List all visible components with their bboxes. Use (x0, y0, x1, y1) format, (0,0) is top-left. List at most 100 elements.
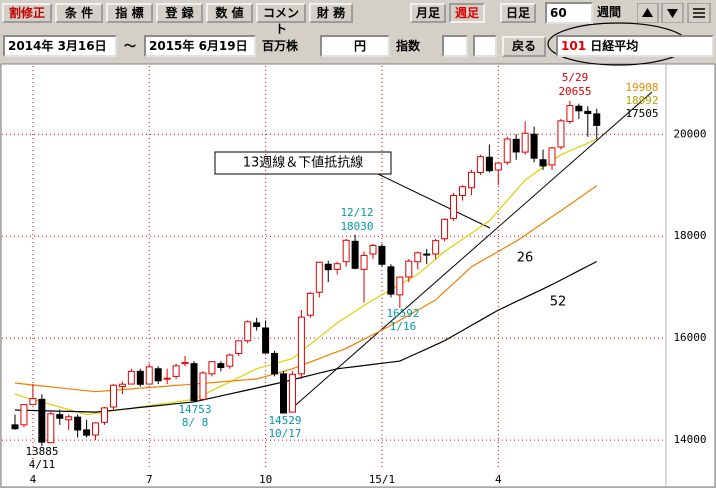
candle-body (271, 352, 279, 375)
y-tick-label: 14000 (673, 433, 706, 446)
candle-body (584, 110, 592, 115)
candle-body (127, 370, 135, 385)
y-tick-label: 16000 (673, 331, 706, 344)
candle-body (503, 138, 511, 163)
down-icon (667, 9, 678, 18)
candle-body (351, 240, 359, 269)
candle-body (315, 261, 323, 293)
annotation: 20655 (558, 85, 591, 98)
candle-body (396, 276, 404, 296)
button[interactable]: 割修正 (2, 3, 52, 23)
candle-body (118, 383, 126, 388)
symbol-name: 日経平均 (590, 39, 639, 53)
y-tick-label: 20000 (673, 127, 706, 140)
x-tick-label: 4 (30, 473, 37, 486)
candle-body (244, 321, 252, 342)
candle-body (172, 365, 180, 377)
candle-body (226, 354, 234, 367)
candle-body (369, 244, 377, 255)
end-date[interactable]: 2015年 6月19日 (144, 35, 256, 57)
candle-body (288, 373, 296, 413)
button[interactable]: 日足 (500, 3, 536, 23)
annotation: 19908 (625, 81, 658, 94)
annotation: 16592 (386, 307, 419, 320)
button[interactable]: 数 値 (206, 3, 253, 23)
candle-body (441, 218, 449, 240)
annotation: 18030 (340, 220, 373, 233)
period-select[interactable]: 60 (545, 2, 593, 24)
candle-body (539, 159, 547, 167)
button[interactable]: 週足 (449, 3, 485, 23)
button[interactable]: 登 録 (156, 3, 203, 23)
candle-body (253, 322, 261, 327)
annotation: 17505 (625, 107, 658, 120)
candle-body (65, 416, 73, 421)
symbol-code: 101 (561, 39, 587, 53)
up-icon (642, 8, 653, 17)
candle-body (145, 366, 153, 385)
x-tick-label: 10 (259, 473, 272, 486)
menu-icon (693, 8, 705, 18)
volume-unit: 百万株 (262, 39, 299, 53)
annotation: 18992 (625, 94, 658, 107)
candle-body (360, 255, 368, 270)
candle-body (262, 327, 270, 354)
candle-body (405, 260, 413, 278)
empty-field[interactable] (442, 35, 468, 57)
candle-body (38, 398, 46, 443)
button[interactable]: コメント (256, 3, 306, 36)
button[interactable]: 条 件 (55, 3, 103, 23)
candle-body (154, 368, 162, 382)
candle-body (342, 239, 350, 263)
candle-body (235, 340, 243, 354)
annotation: 52 (550, 295, 567, 310)
annotation: 13週線＆下値抵抗線 (243, 155, 364, 171)
back-button[interactable]: 戻る (502, 36, 546, 57)
candle-body (56, 414, 64, 419)
callout-box (214, 151, 392, 175)
candle-body (387, 266, 395, 295)
candle-body (190, 363, 198, 401)
candle-body (181, 361, 189, 365)
callout-pointer (377, 173, 491, 229)
candle-body (566, 105, 574, 123)
candle-body (280, 373, 287, 414)
support-line (289, 91, 653, 411)
button[interactable]: 月足 (410, 3, 446, 23)
period-unit: 週間 (597, 5, 622, 19)
candle-body (11, 424, 19, 430)
candle-body (450, 195, 458, 219)
candle-body (423, 253, 431, 256)
candle-body (136, 370, 144, 385)
candle-body (20, 404, 28, 426)
symbol-field[interactable]: 101 日経平均 (556, 35, 714, 57)
x-tick-label: 7 (146, 473, 153, 486)
candle-body (467, 171, 475, 189)
annotation: 14753 (178, 403, 211, 416)
annotation: 26 (517, 251, 534, 266)
candle-body (297, 316, 305, 375)
annotation: 14529 (268, 414, 301, 427)
candle-body (548, 147, 556, 166)
candle-body (101, 407, 108, 423)
candle-body (530, 133, 538, 159)
button[interactable]: 財 務 (309, 3, 353, 23)
candle-body (163, 377, 171, 380)
candle-body (74, 416, 82, 431)
chart-frame (0, 63, 716, 488)
candle-body (92, 422, 100, 436)
button[interactable]: 指 標 (106, 3, 153, 23)
candle-body (512, 138, 520, 153)
candle-body (378, 245, 386, 265)
candle-body (575, 105, 583, 112)
start-date[interactable]: 2014年 3月16日 (3, 35, 117, 57)
price-unit-select[interactable]: 円 (320, 35, 390, 57)
moving-average-line (14, 260, 598, 413)
annotation: 10/17 (268, 427, 301, 440)
candle-body (83, 429, 91, 436)
x-tick-label: 15/1 (369, 473, 396, 486)
annotation: 12/12 (340, 206, 373, 219)
candle-body (557, 120, 565, 148)
empty-field[interactable] (473, 35, 497, 57)
